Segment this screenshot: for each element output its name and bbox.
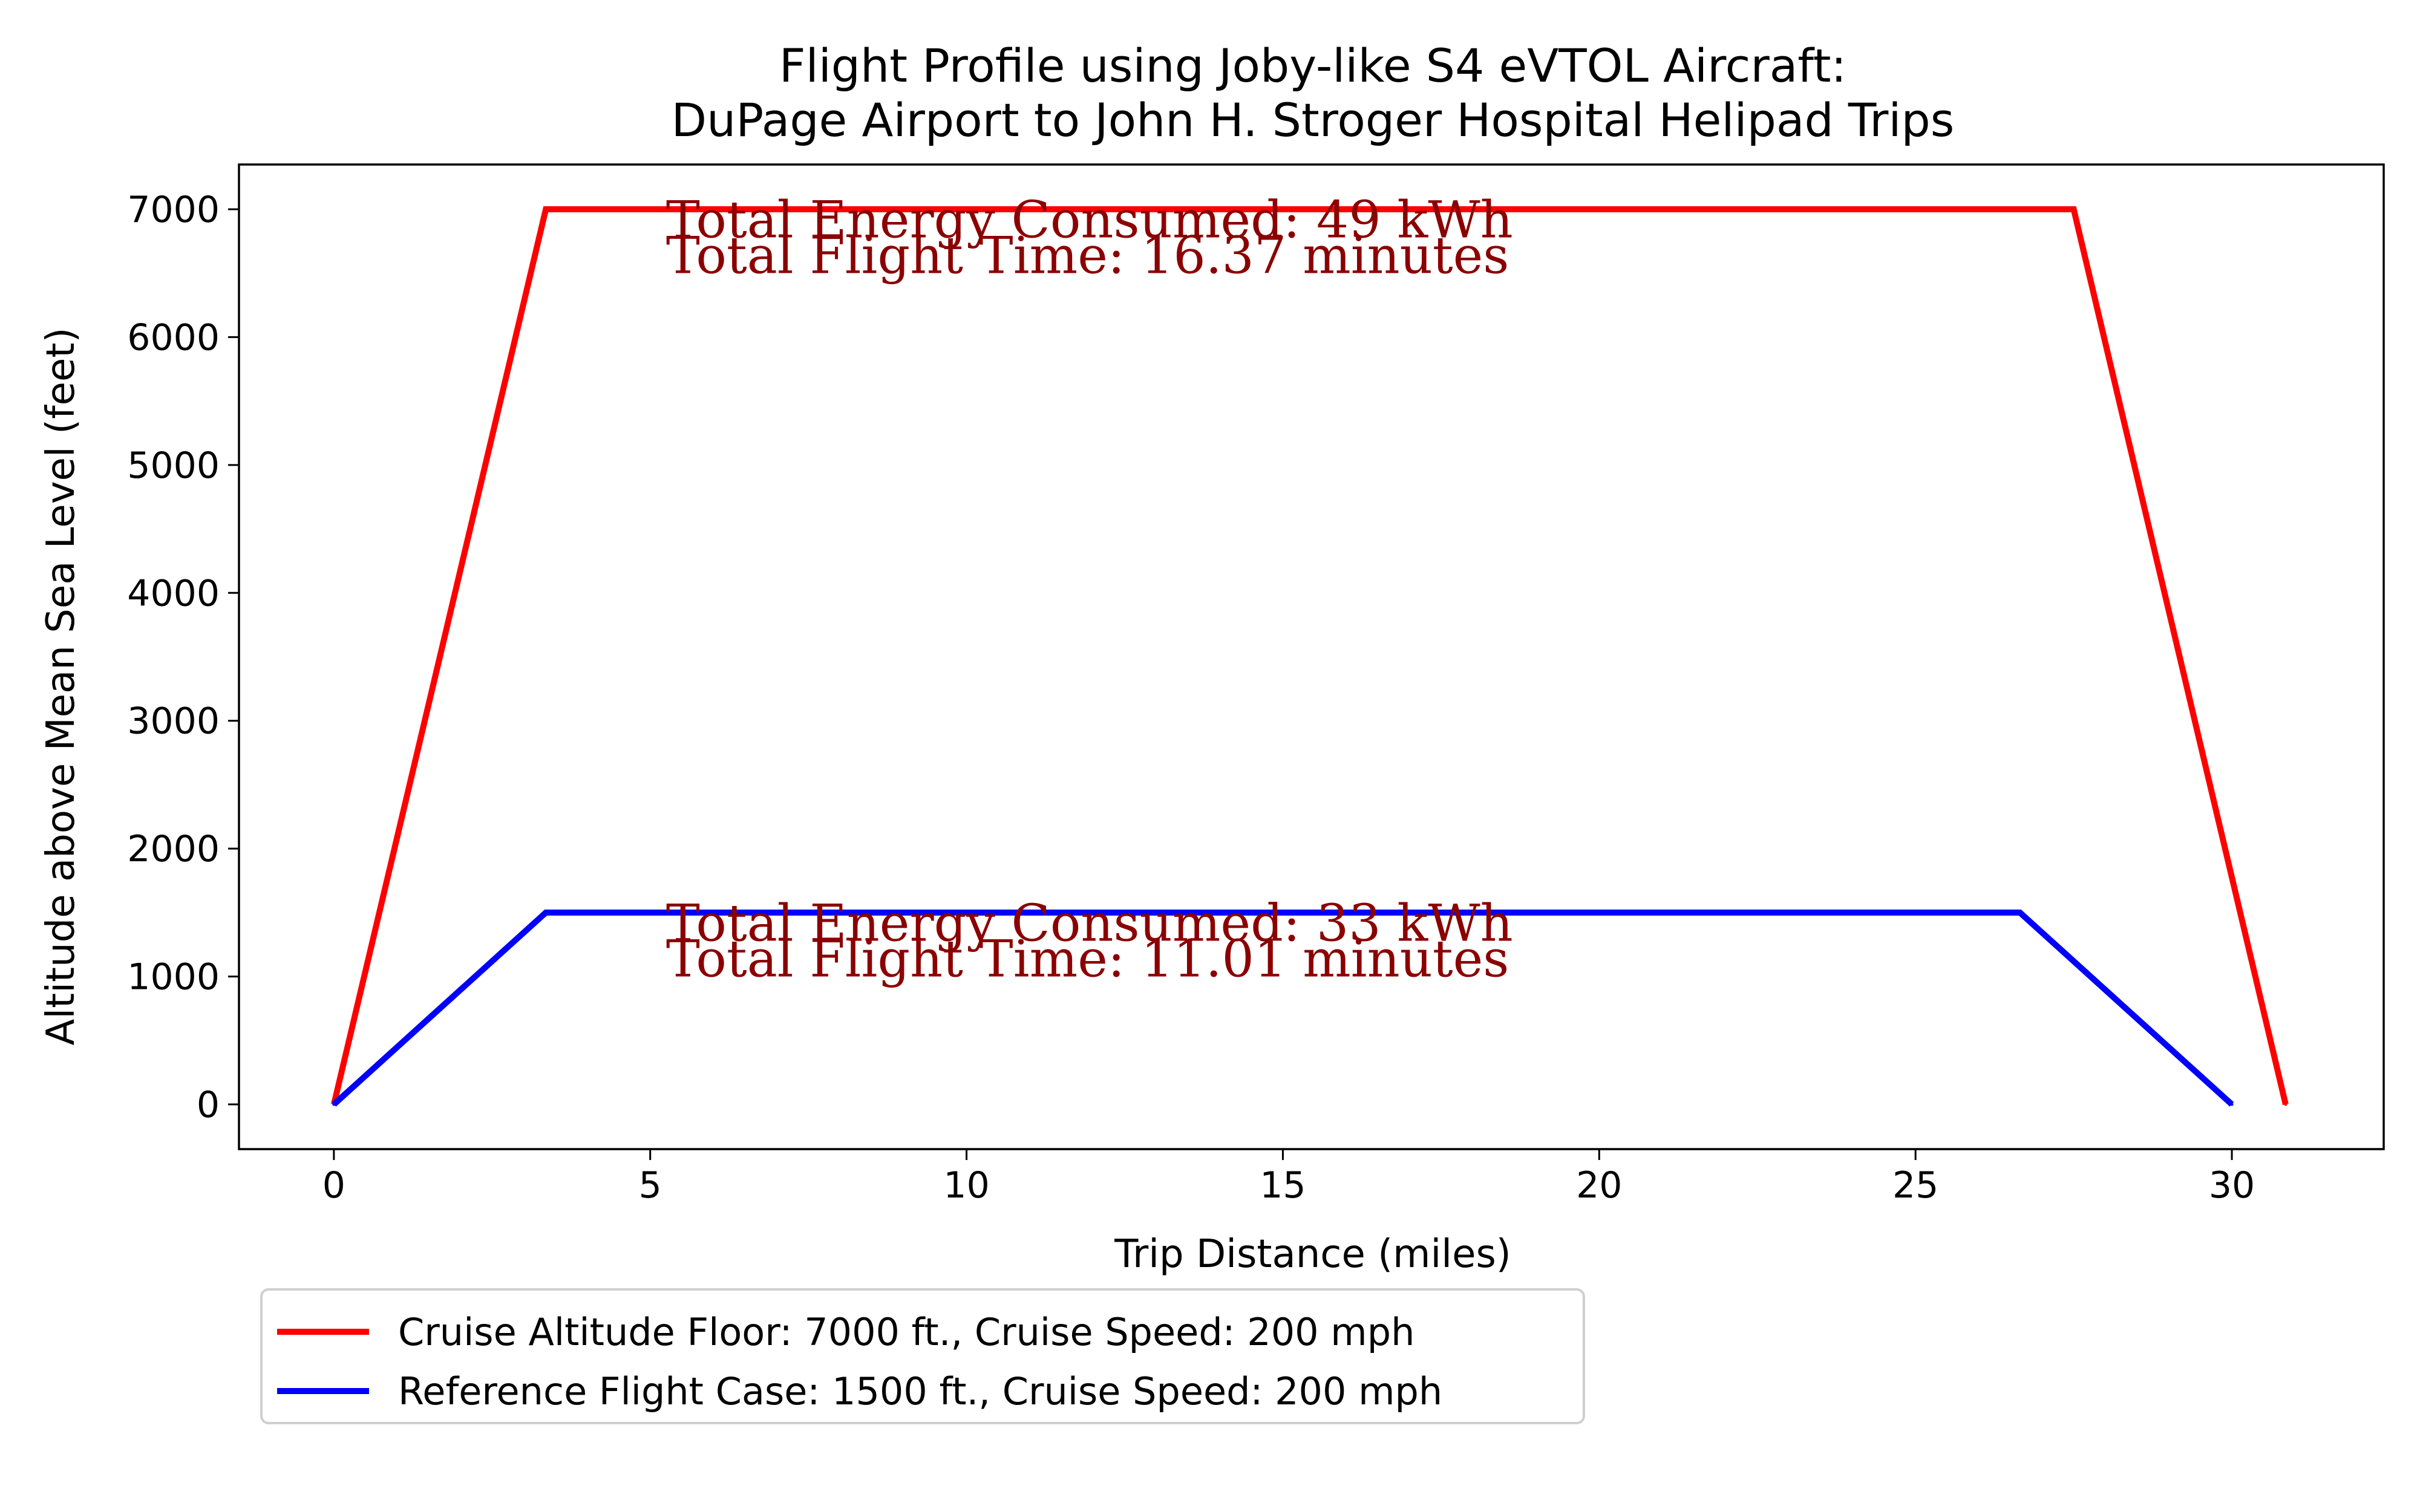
legend-swatch-red: [277, 1329, 369, 1335]
series-point: [2018, 911, 2022, 914]
plot-frame: [238, 163, 2385, 1150]
x-tick-label: 10: [943, 1164, 989, 1207]
annotation-text: Total Flight Time: 16.37 minutes: [666, 226, 1509, 285]
chart-title-line-1: Flight Profile using Joby-like S4 eVTOL …: [779, 39, 1846, 93]
series-point: [544, 911, 548, 914]
plot-area: 0 5 10 15 20 25 30 0 1000 2000 3000 4000 5000 6000 700…: [127, 163, 2385, 1207]
y-tick-label: 7000: [127, 189, 220, 231]
series-point: [2230, 1103, 2234, 1106]
x-tick-label: 0: [322, 1164, 345, 1207]
legend-label-reference-flight-case: Reference Flight Case: 1500 ft., Cruise …: [398, 1369, 1443, 1413]
y-tick-label: 3000: [127, 700, 220, 743]
annotation-text: Total Energy Consumed: 33 kWh: [666, 893, 1513, 953]
x-axis-label: Trip Distance (miles): [1114, 1232, 1511, 1277]
y-tick-label: 2000: [127, 828, 220, 870]
legend-item-reference-flight-case: Reference Flight Case: 1500 ft., Cruise …: [277, 1367, 1442, 1415]
series-point: [2284, 1103, 2288, 1106]
legend-item-cruise-altitude-floor: Cruise Altitude Floor: 7000 ft., Cruise …: [277, 1308, 1414, 1356]
x-tick-label: 5: [639, 1164, 662, 1207]
series-point: [544, 207, 548, 211]
y-tick-label: 6000: [127, 316, 220, 359]
series-line-reference-flight-case: [332, 909, 2234, 1107]
series-line-cruise-altitude-floor: [331, 206, 2289, 1106]
y-axis-label: Altitude above Mean Sea Level (feet): [39, 328, 83, 1046]
x-tick-label: 15: [1260, 1164, 1306, 1207]
x-tick-label: 25: [1892, 1164, 1938, 1207]
x-tick-label: 20: [1576, 1164, 1622, 1207]
y-tick-label: 0: [197, 1084, 220, 1126]
y-tick-label: 4000: [127, 572, 220, 614]
legend-label-cruise-altitude-floor: Cruise Altitude Floor: 7000 ft., Cruise …: [398, 1309, 1415, 1354]
chart-legend: Cruise Altitude Floor: 7000 ft., Cruise …: [260, 1288, 1585, 1424]
series-point: [332, 1103, 336, 1106]
chart-title-line-2: DuPage Airport to John H. Stroger Hospit…: [672, 93, 1955, 147]
legend-swatch-blue: [277, 1388, 369, 1394]
series-point: [2072, 207, 2076, 211]
annotation-text: Total Flight Time: 11.01 minutes: [666, 930, 1509, 989]
y-tick-label: 5000: [127, 445, 220, 487]
x-tick-label: 30: [2209, 1164, 2255, 1207]
y-tick-label: 1000: [127, 956, 220, 999]
annotation-text: Total Energy Consumed: 49 kWh: [666, 191, 1513, 250]
